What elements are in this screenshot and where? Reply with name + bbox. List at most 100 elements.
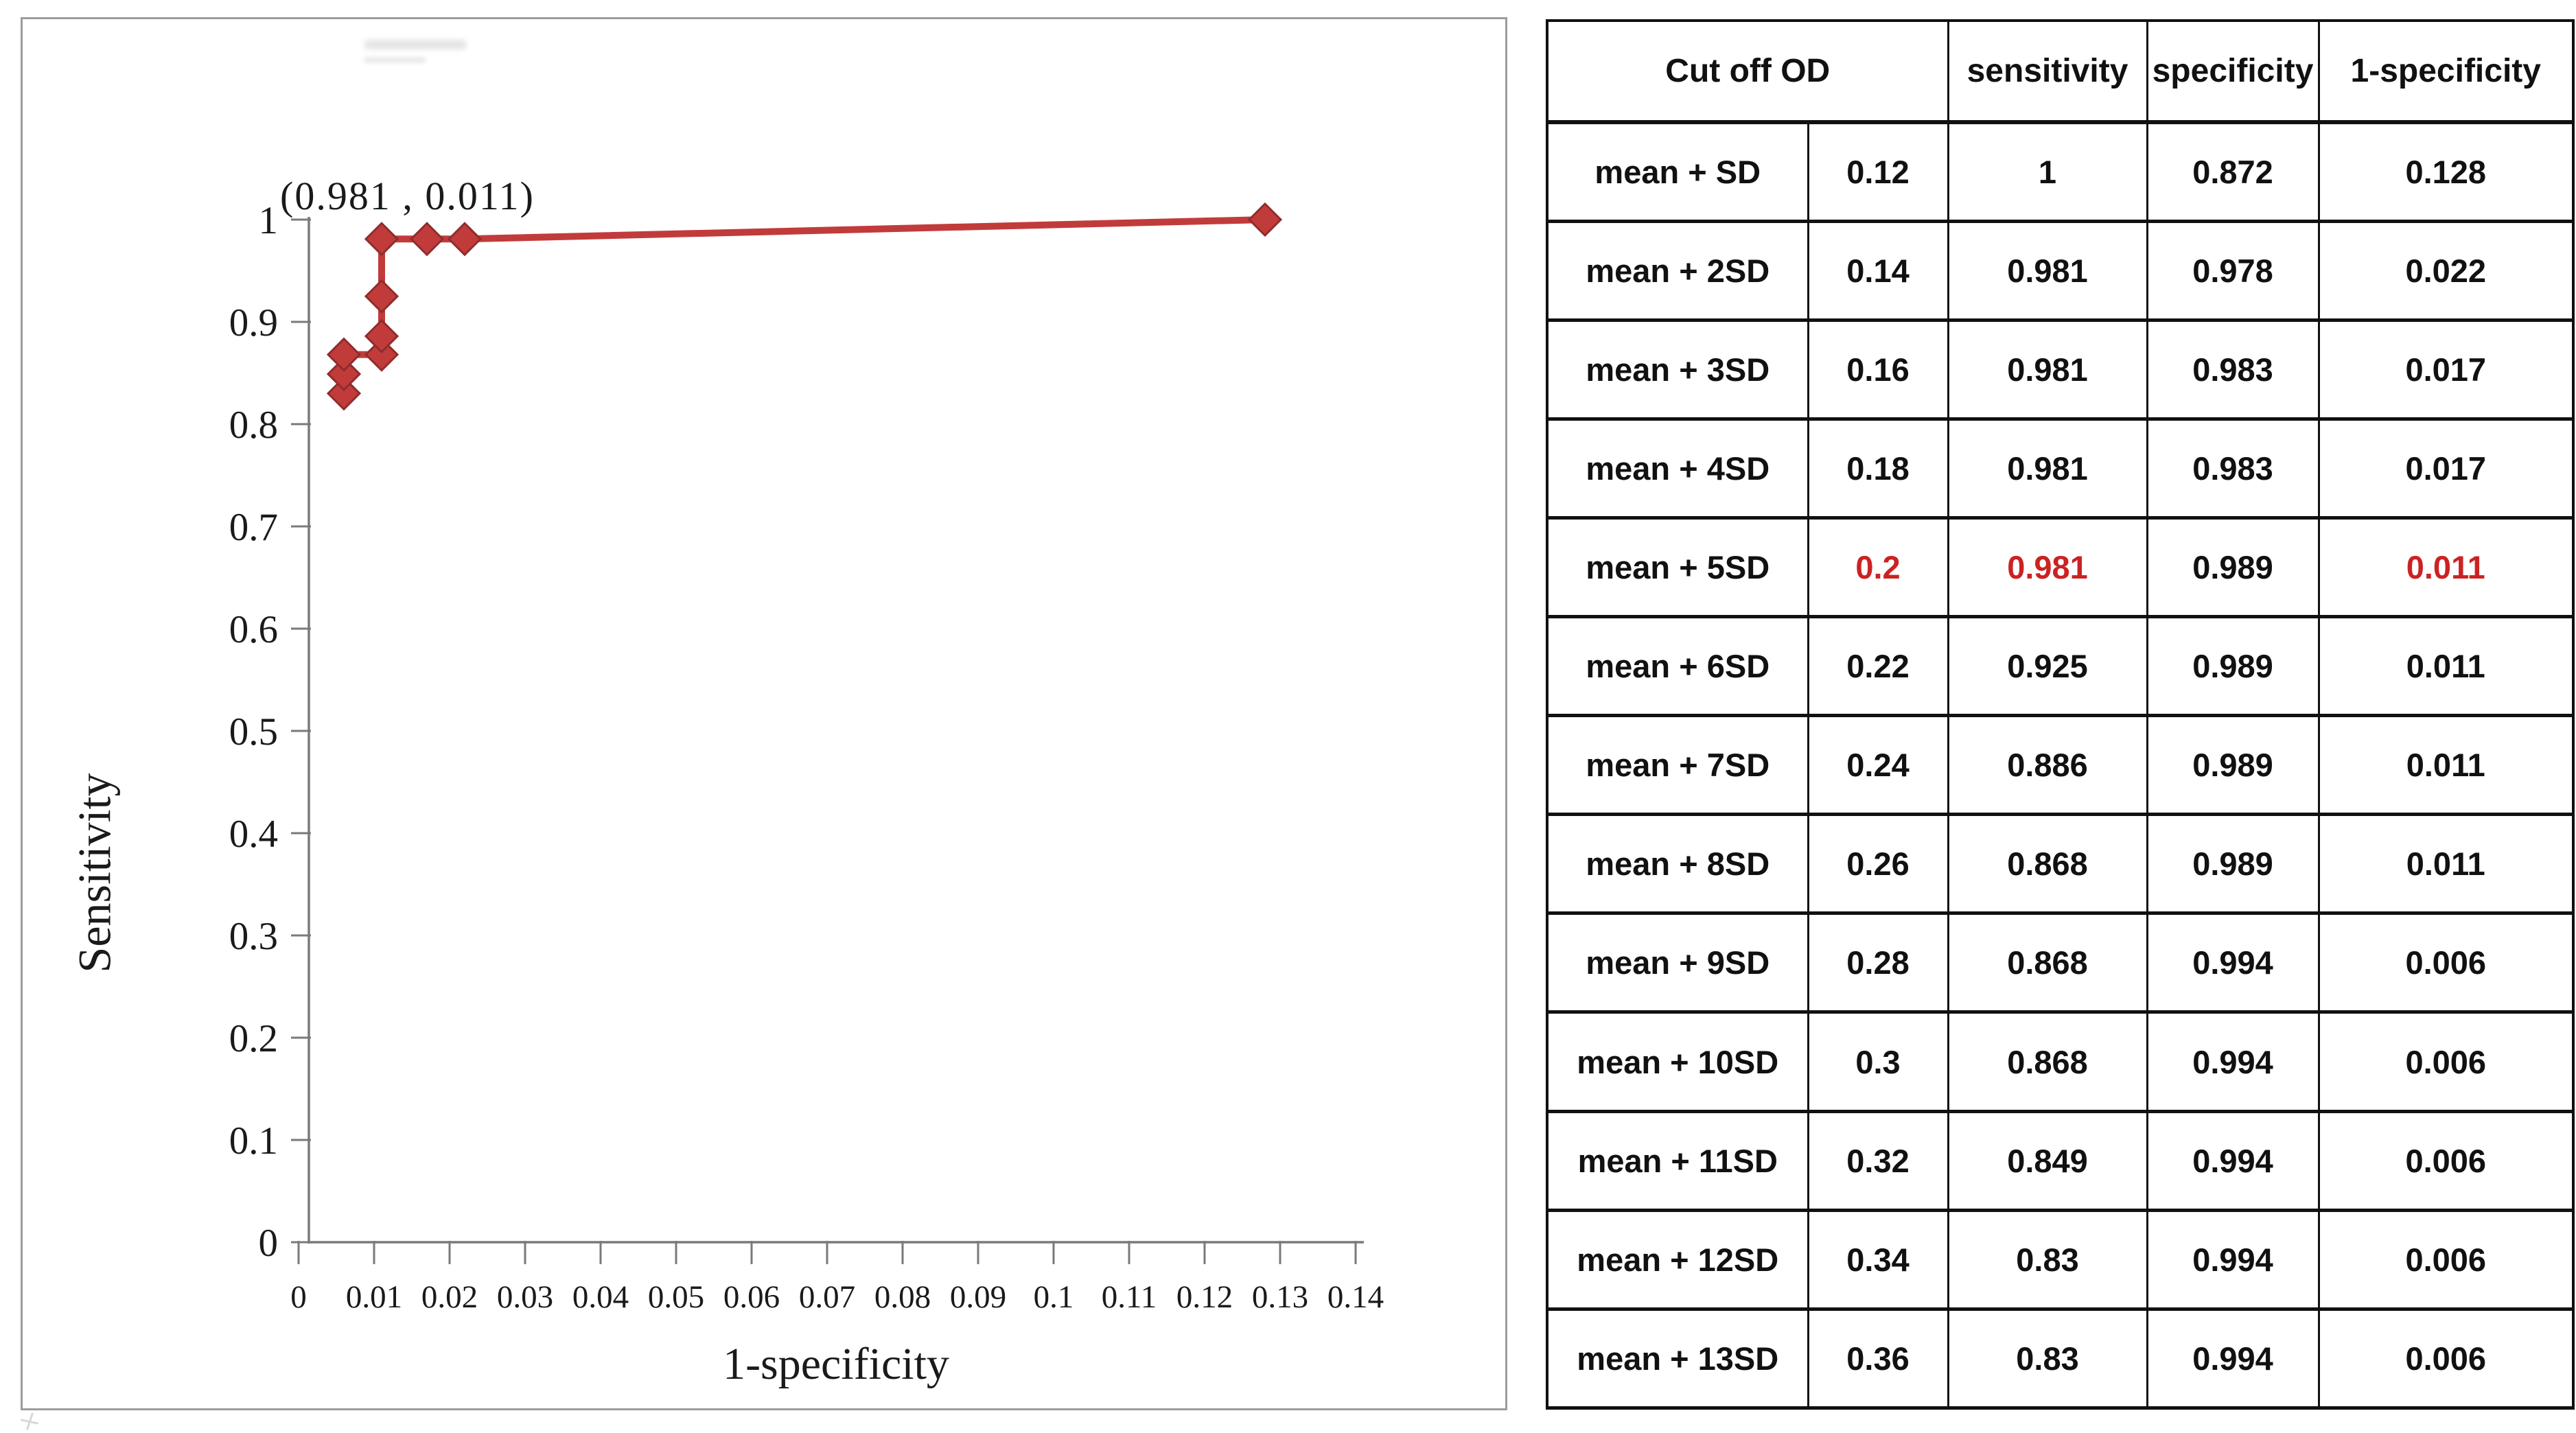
cutoff-label-cell: mean + 13SD	[1546, 1307, 1809, 1410]
table-row: mean + 13SD 0.36 0.83 0.994 0.006	[1546, 1307, 2575, 1410]
header-one-minus-specificity: 1-specificity	[2317, 19, 2575, 124]
sensitivity-cell: 1	[1947, 120, 2148, 223]
one-minus-specificity-cell: 0.011	[2317, 515, 2575, 619]
cutoff-label-cell: mean + 10SD	[1546, 1010, 1809, 1113]
roc-point-marker	[364, 279, 399, 314]
specificity-cell: 0.983	[2146, 318, 2320, 421]
cutoff-value-cell: 0.24	[1807, 714, 1949, 817]
roc-polyline	[340, 216, 1268, 397]
specificity-cell: 0.994	[2146, 1010, 2320, 1113]
y-tick-label: 0.6	[229, 608, 278, 651]
table-row: mean + 7SD 0.24 0.886 0.989 0.011	[1546, 714, 2575, 817]
x-tick-label: 0.08	[874, 1279, 931, 1315]
cutoff-value-cell: 0.36	[1807, 1307, 1949, 1410]
one-minus-specificity-cell: 0.006	[2317, 1208, 2575, 1311]
one-minus-specificity-cell: 0.006	[2317, 1010, 2575, 1113]
roc-point-marker	[326, 337, 362, 372]
specificity-cell: 0.989	[2146, 515, 2320, 619]
one-minus-specificity-cell: 0.017	[2317, 417, 2575, 520]
one-minus-specificity-cell: 0.006	[2317, 1109, 2575, 1212]
cutoff-value-cell: 0.18	[1807, 417, 1949, 520]
y-tick-label: 0.4	[229, 813, 278, 856]
roc-point-marker	[447, 222, 483, 257]
cutoff-label-cell: mean + SD	[1546, 120, 1809, 223]
roc-point-marker	[326, 376, 362, 411]
specificity-cell: 0.978	[2146, 219, 2320, 322]
cutoff-label-cell: mean + 3SD	[1546, 318, 1809, 421]
artifact-smudge	[364, 40, 467, 49]
x-tick-label: 0.09	[950, 1279, 1006, 1315]
specificity-cell: 0.994	[2146, 1307, 2320, 1410]
y-tick-label: 0.1	[229, 1119, 278, 1163]
sensitivity-cell: 0.925	[1947, 615, 2148, 718]
cutoff-label-cell: mean + 5SD	[1546, 515, 1809, 619]
roc-point-marker	[409, 222, 445, 257]
x-tick-label: 0.06	[723, 1279, 780, 1315]
one-minus-specificity-cell: 0.011	[2317, 615, 2575, 718]
roc-point-marker	[364, 337, 399, 372]
specificity-cell: 0.994	[2146, 1208, 2320, 1311]
cutoff-label-cell: mean + 4SD	[1546, 417, 1809, 520]
sensitivity-cell: 0.849	[1947, 1109, 2148, 1212]
y-tick-label: 0.5	[229, 710, 278, 754]
y-tick-label: 0.9	[229, 301, 278, 345]
cutoff-table: Cut off OD sensitivity specificity 1-spe…	[1546, 19, 2575, 1410]
cutoff-value-cell: 0.28	[1807, 911, 1949, 1014]
table-row: mean + 10SD 0.3 0.868 0.994 0.006	[1546, 1010, 2575, 1113]
cutoff-label-cell: mean + 7SD	[1546, 714, 1809, 817]
cutoff-value-cell: 0.34	[1807, 1208, 1949, 1311]
sensitivity-cell: 0.868	[1947, 813, 2148, 916]
specificity-cell: 0.989	[2146, 813, 2320, 916]
y-tick-label: 0.8	[229, 404, 278, 447]
y-tick-label: 0.2	[229, 1017, 278, 1060]
cutoff-label-cell: mean + 9SD	[1546, 911, 1809, 1014]
roc-chart-panel	[21, 17, 1507, 1410]
one-minus-specificity-cell: 0.006	[2317, 911, 2575, 1014]
y-tick-label: 0.7	[229, 506, 278, 549]
table-row: mean + 6SD 0.22 0.925 0.989 0.011	[1546, 615, 2575, 718]
cutoff-value-cell: 0.22	[1807, 615, 1949, 718]
x-tick-label: 0.02	[421, 1279, 478, 1315]
x-tick-label: 0.01	[346, 1279, 402, 1315]
y-tick-label: 1	[259, 199, 279, 242]
one-minus-specificity-cell: 0.006	[2317, 1307, 2575, 1410]
y-axis-title: Sensitivity	[68, 773, 121, 973]
specificity-cell: 0.994	[2146, 1109, 2320, 1212]
cutoff-label-cell: mean + 8SD	[1546, 813, 1809, 916]
cutoff-value-cell: 0.3	[1807, 1010, 1949, 1113]
sensitivity-cell: 0.868	[1947, 911, 2148, 1014]
x-tick-label: 0.13	[1252, 1279, 1308, 1315]
y-tick-label: 0	[259, 1222, 279, 1265]
one-minus-specificity-cell: 0.017	[2317, 318, 2575, 421]
one-minus-specificity-cell: 0.011	[2317, 813, 2575, 916]
table-row: mean + 11SD 0.32 0.849 0.994 0.006	[1546, 1109, 2575, 1212]
x-axis-title: 1-specificity	[723, 1339, 949, 1389]
one-minus-specificity-cell: 0.128	[2317, 120, 2575, 223]
x-tick-label: 0.11	[1102, 1279, 1157, 1315]
page-corner-artifact	[21, 1412, 38, 1430]
sensitivity-cell: 0.83	[1947, 1307, 2148, 1410]
cutoff-label-cell: mean + 6SD	[1546, 615, 1809, 718]
sensitivity-cell: 0.868	[1947, 1010, 2148, 1113]
specificity-cell: 0.989	[2146, 615, 2320, 718]
roc-point-marker	[1247, 202, 1283, 237]
cutoff-value-cell: 0.16	[1807, 318, 1949, 421]
table-row: mean + 4SD 0.18 0.981 0.983 0.017	[1546, 417, 2575, 520]
cutoff-value-cell: 0.2	[1807, 515, 1949, 619]
one-minus-specificity-cell: 0.022	[2317, 219, 2575, 322]
cutoff-label-cell: mean + 12SD	[1546, 1208, 1809, 1311]
x-tick-label: 0	[290, 1279, 307, 1315]
cutoff-label-cell: mean + 11SD	[1546, 1109, 1809, 1212]
x-tick-label: 0.03	[497, 1279, 553, 1315]
sensitivity-cell: 0.981	[1947, 219, 2148, 322]
specificity-cell: 0.872	[2146, 120, 2320, 223]
cutoff-value-cell: 0.12	[1807, 120, 1949, 223]
sensitivity-cell: 0.83	[1947, 1208, 2148, 1311]
y-tick-label: 0.3	[229, 915, 278, 958]
one-minus-specificity-cell: 0.011	[2317, 714, 2575, 817]
table-row: mean + 8SD 0.26 0.868 0.989 0.011	[1546, 813, 2575, 916]
specificity-cell: 0.989	[2146, 714, 2320, 817]
artifact-smudge-small	[364, 57, 426, 63]
x-tick-label: 0.1	[1034, 1279, 1074, 1315]
cutoff-value-cell: 0.14	[1807, 219, 1949, 322]
